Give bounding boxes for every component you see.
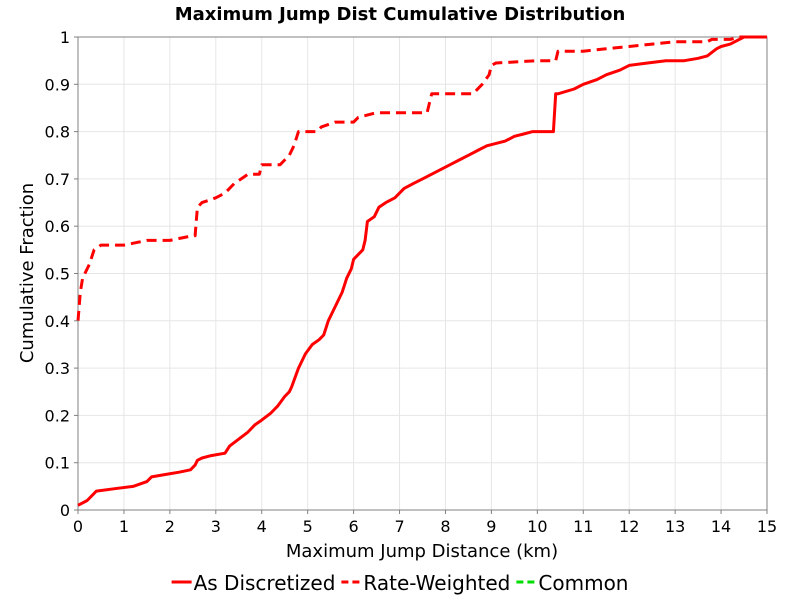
x-tick-label: 0 (73, 517, 83, 536)
x-tick-label: 10 (527, 517, 547, 536)
x-tick-label: 15 (757, 517, 777, 536)
legend-label: Common (538, 571, 628, 595)
x-tick-label: 5 (303, 517, 313, 536)
x-tick-label: 6 (349, 517, 359, 536)
series-group (76, 35, 767, 507)
y-axis-label: Cumulative Fraction (17, 183, 38, 363)
series-line-as-discretized (77, 35, 767, 507)
x-tick-label: 9 (486, 517, 496, 536)
legend-item-rate-weighted: Rate-Weighted (341, 571, 510, 595)
legend: As Discretized Rate-Weighted Common (171, 571, 628, 595)
y-tick-label: 1 (60, 28, 70, 47)
grid (77, 36, 768, 511)
y-axis-ticks: 0 0.1 0.2 0.3 0.4 0.5 0.6 0.7 0.8 0.9 1 (45, 28, 78, 520)
y-tick-label: 0.1 (45, 454, 70, 473)
series-line-rate-weighted (76, 35, 767, 321)
legend-item-common: Common (516, 571, 628, 595)
y-tick-label: 0.3 (45, 359, 70, 378)
x-tick-label: 13 (665, 517, 685, 536)
legend-label: As Discretized (194, 571, 336, 595)
x-tick-label: 1 (119, 517, 129, 536)
y-tick-label: 0.2 (45, 406, 70, 425)
x-tick-label: 3 (211, 517, 221, 536)
legend-item-as-discretized: As Discretized (171, 571, 336, 595)
chart-title: Maximum Jump Dist Cumulative Distributio… (175, 4, 626, 25)
y-tick-label: 0.6 (45, 217, 70, 236)
y-tick-label: 0.8 (45, 123, 70, 142)
y-tick-label: 0.5 (45, 265, 70, 284)
y-tick-label: 0.4 (45, 312, 70, 331)
x-tick-label: 12 (619, 517, 639, 536)
x-tick-label: 8 (440, 517, 450, 536)
x-tick-label: 2 (165, 517, 175, 536)
x-axis-label: Maximum Jump Distance (km) (286, 541, 558, 562)
x-tick-label: 4 (257, 517, 267, 536)
y-tick-label: 0.9 (45, 75, 70, 94)
x-tick-label: 14 (711, 517, 731, 536)
y-tick-label: 0.7 (45, 170, 70, 189)
y-tick-label: 0 (60, 501, 70, 520)
x-tick-label: 7 (394, 517, 404, 536)
legend-label: Rate-Weighted (363, 571, 510, 595)
x-tick-label: 11 (573, 517, 593, 536)
x-axis-ticks: 0 1 2 3 4 5 6 7 8 9 10 11 12 13 14 15 (73, 510, 777, 536)
